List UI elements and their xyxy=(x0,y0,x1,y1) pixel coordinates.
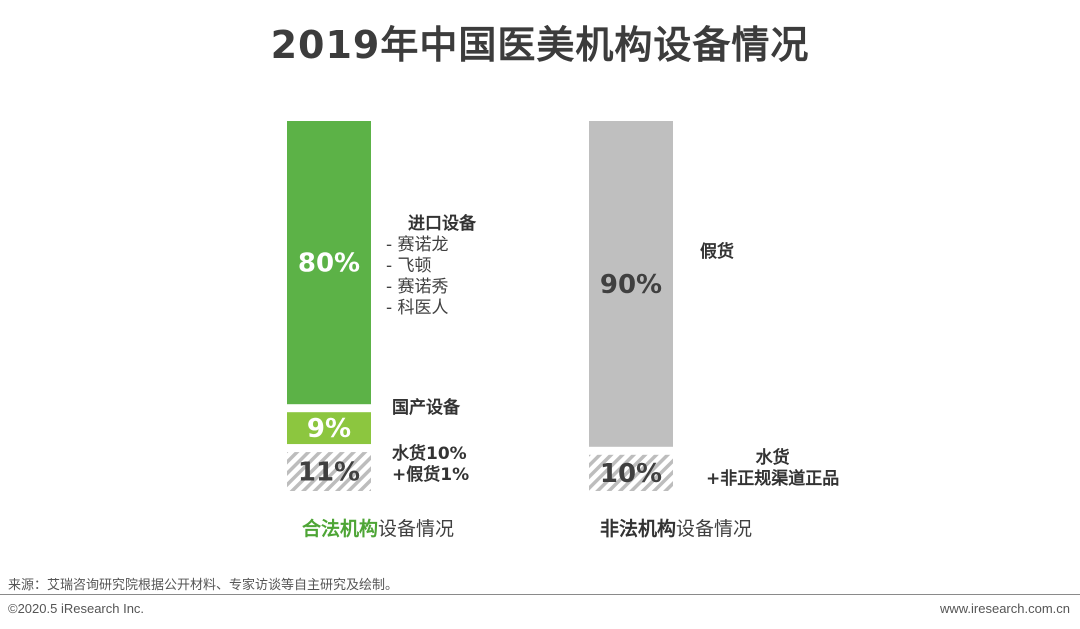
bar-segment xyxy=(287,121,371,405)
website-link[interactable]: www.iresearch.com.cn xyxy=(939,601,1070,616)
caption-rest: 设备情况 xyxy=(378,518,455,540)
caption-highlight: 合法机构 xyxy=(302,518,379,540)
bar-segment xyxy=(589,121,673,447)
annotation-imported-devices: 进口设备 - 赛诺龙 - 飞顿 - 赛诺秀 - 科医人 xyxy=(386,214,476,319)
bar-data-label: 10% xyxy=(600,459,662,489)
chart-title: 2019年中国医美机构设备情况 xyxy=(270,23,810,67)
bar-data-label: 9% xyxy=(307,414,351,444)
annotation-title-line2: +非正规渠道正品 xyxy=(706,469,840,489)
bar-segment xyxy=(287,412,371,445)
copyright: ©2020.5 iResearch Inc. xyxy=(8,601,145,616)
chart-canvas: 80% 9% 11% 90% 10% xyxy=(287,121,673,491)
source-note: 来源：艾瑞咨询研究院根据公开材料、专家访谈等自主研究及绘制。 xyxy=(8,578,399,593)
annotation-title: 国产设备 xyxy=(392,398,460,418)
annotation-sub-item: - 赛诺龙 xyxy=(386,235,449,255)
caption-rest: 设备情况 xyxy=(676,518,753,540)
annotation-grey-unofficial: 水货 +非正规渠道正品 xyxy=(706,448,839,490)
footer-divider xyxy=(0,594,1080,595)
annotation-title: 水货10% xyxy=(392,444,467,464)
annotation-sub-item: - 赛诺秀 xyxy=(386,277,449,297)
annotation-counterfeit: 假货 xyxy=(700,242,734,263)
annotation-title: 进口设备 xyxy=(408,214,476,234)
legal-bar-caption: 合法机构设备情况 xyxy=(302,514,454,541)
bar-segment xyxy=(589,454,673,491)
annotation-domestic-devices: 国产设备 xyxy=(392,398,460,419)
bar-data-label: 80% xyxy=(298,249,360,279)
annotation-sub-item: - 飞顿 xyxy=(386,256,432,276)
bar-data-label: 90% xyxy=(600,270,662,300)
annotation-grey-market: 水货10% +假货1% xyxy=(392,444,469,486)
annotation-title-line2: +假货1% xyxy=(392,465,470,485)
caption-highlight: 非法机构 xyxy=(600,518,677,540)
annotation-title: 假货 xyxy=(700,242,734,262)
bar-segment xyxy=(287,452,371,491)
annotation-title: 水货 xyxy=(755,448,790,468)
illegal-bar-caption: 非法机构设备情况 xyxy=(600,514,752,541)
bar-data-label: 11% xyxy=(298,458,360,488)
annotation-sub-item: - 科医人 xyxy=(386,298,449,318)
